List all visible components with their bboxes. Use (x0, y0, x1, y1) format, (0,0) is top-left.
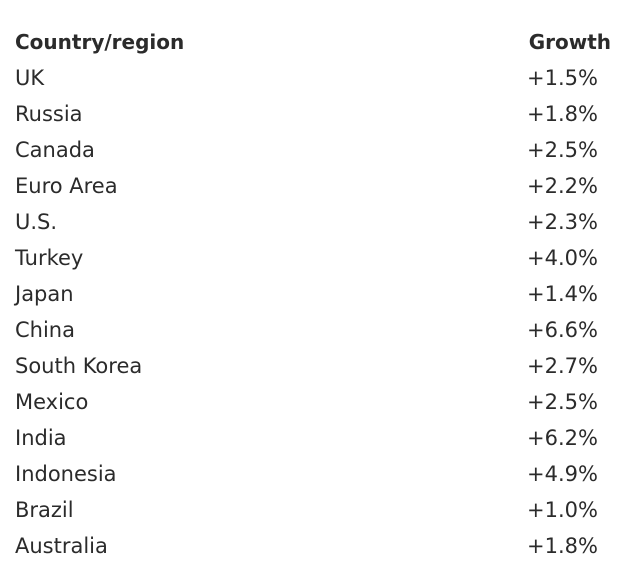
country-cell: UK (15, 66, 45, 90)
country-cell: Indonesia (15, 462, 117, 486)
country-cell: China (15, 318, 75, 342)
country-cell: Japan (15, 282, 74, 306)
growth-cell: +2.5% (527, 390, 598, 414)
growth-cell: +4.9% (527, 462, 598, 486)
country-cell: Canada (15, 138, 95, 162)
country-cell: Mexico (15, 390, 89, 414)
country-cell: Australia (15, 534, 108, 558)
country-cell: Euro Area (15, 174, 118, 198)
growth-cell: +1.0% (527, 498, 598, 522)
country-cell: Brazil (15, 498, 74, 522)
country-cell: Russia (15, 102, 83, 126)
growth-cell: +2.3% (527, 210, 598, 234)
growth-cell: +2.7% (527, 354, 598, 378)
country-cell: Turkey (15, 246, 84, 270)
growth-cell: +6.6% (527, 318, 598, 342)
growth-cell: +1.8% (527, 102, 598, 126)
header-cell: Growth (528, 30, 611, 54)
growth-cell: +2.5% (527, 138, 598, 162)
growth-cell: +1.8% (527, 534, 598, 558)
growth-cell: +6.2% (527, 426, 598, 450)
growth-cell: +1.4% (527, 282, 598, 306)
growth-cell: +1.5% (527, 66, 598, 90)
header-cell: Country/region (15, 30, 185, 54)
country-cell: South Korea (15, 354, 143, 378)
country-cell: India (15, 426, 67, 450)
growth-cell: +4.0% (527, 246, 598, 270)
country-cell: U.S. (15, 210, 58, 234)
growth-cell: +2.2% (527, 174, 598, 198)
